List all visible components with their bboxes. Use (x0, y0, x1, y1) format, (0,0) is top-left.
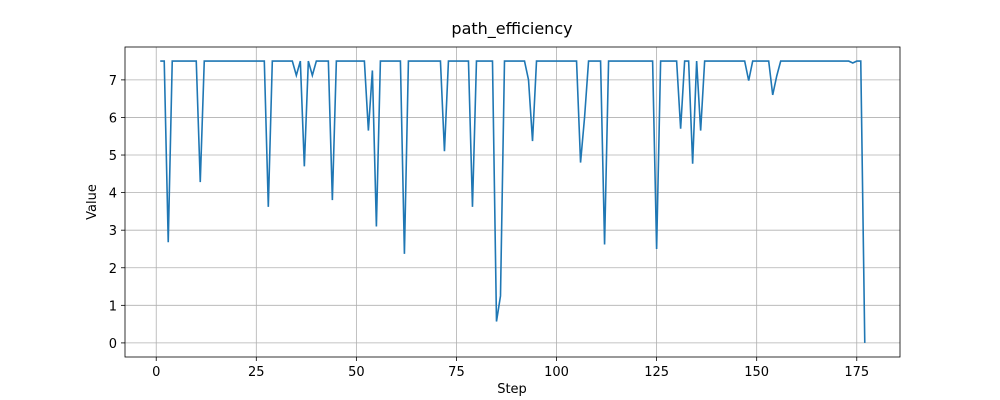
y-tick-label: 3 (109, 224, 117, 239)
x-axis-label: Step (497, 382, 527, 397)
axes-frame (124, 46, 901, 358)
y-tick-label: 6 (109, 111, 117, 126)
x-tick-label: 25 (248, 365, 265, 380)
x-tick-label: 175 (844, 365, 869, 380)
x-tick-label: 100 (544, 365, 569, 380)
y-tick-label: 0 (109, 337, 117, 352)
x-tick-label: 0 (152, 365, 160, 380)
x-tick-label: 75 (448, 365, 465, 380)
x-tick-label: 150 (744, 365, 769, 380)
y-tick-label: 2 (109, 262, 117, 277)
y-tick-label: 7 (109, 74, 117, 89)
x-tick-label: 125 (644, 365, 669, 380)
chart-title: path_efficiency (451, 19, 572, 39)
x-tick-label: 50 (348, 365, 365, 380)
data-line (160, 60, 866, 343)
y-axis-label: Value (85, 184, 100, 220)
grid: 0 25 50 75 100 125 150 175 0 1 2 3 4 5 6 7 (109, 47, 900, 380)
y-tick-label: 1 (109, 299, 117, 314)
y-tick-label: 4 (109, 187, 117, 202)
plot (160, 60, 866, 343)
y-tick-label: 5 (109, 149, 117, 164)
